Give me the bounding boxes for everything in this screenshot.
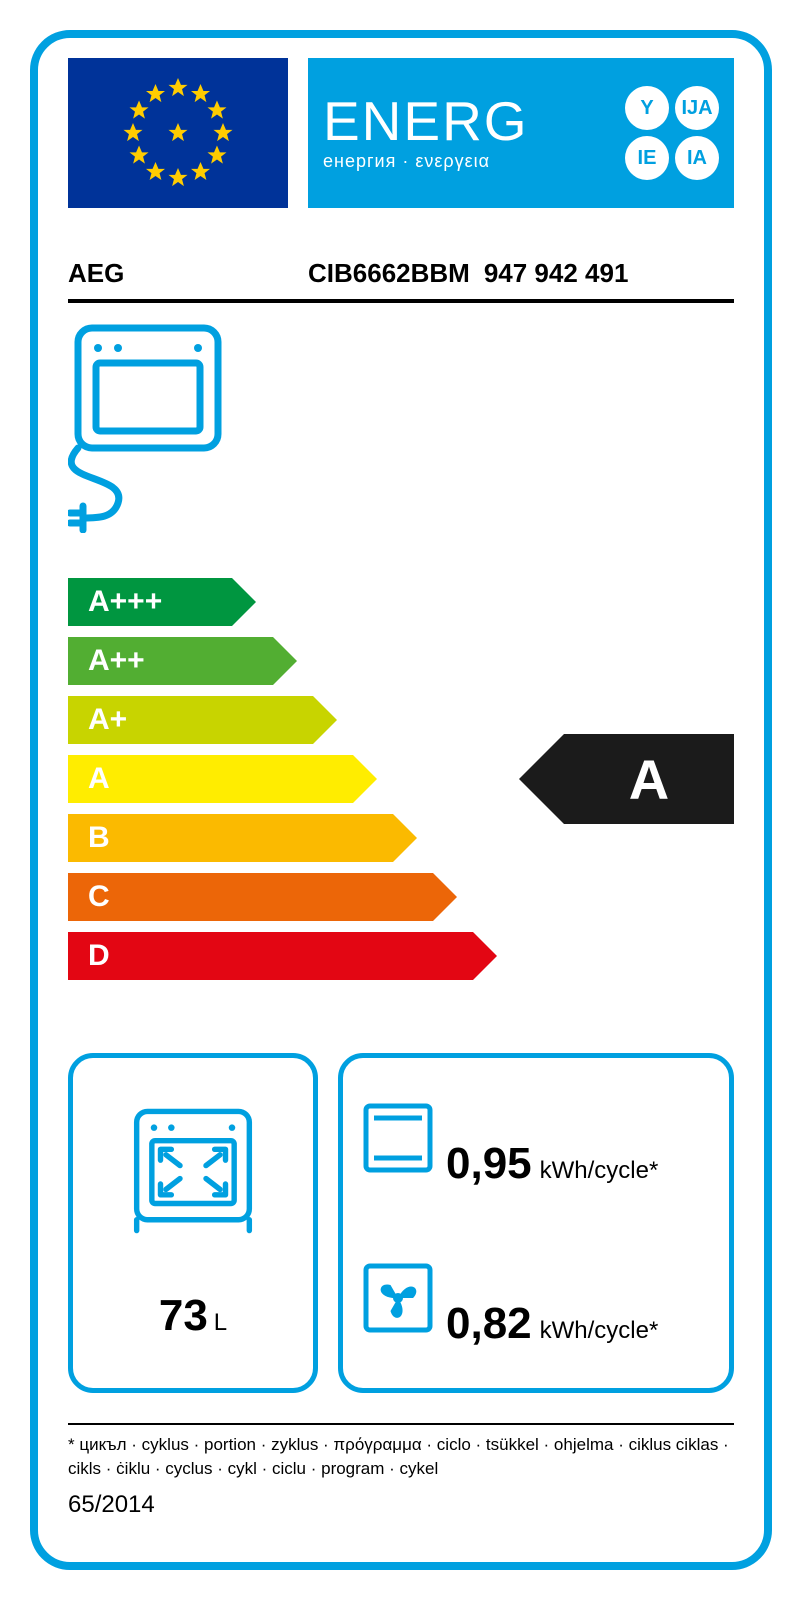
fan-heating-icon [358, 1258, 438, 1338]
conventional-heating-icon [358, 1098, 438, 1178]
eu-flag-icon [68, 58, 288, 208]
class-label: D [68, 932, 473, 980]
rating-arrow-tip [519, 734, 564, 824]
volume-unit: L [214, 1309, 227, 1337]
fan-unit: kWh/cycle* [540, 1317, 659, 1345]
energy-label: ENERG енергия · ενεργεια Y IJA IE IA AEG… [30, 30, 772, 1570]
class-arrow-D: D [68, 932, 497, 980]
class-label: A [68, 755, 353, 803]
volume-box: 73 L [68, 1053, 318, 1393]
rating-badge: A [519, 734, 734, 824]
arrow-tip-icon [353, 755, 377, 803]
arrow-tip-icon [273, 637, 297, 685]
class-label: B [68, 814, 393, 862]
arrow-tip-icon [473, 932, 497, 980]
suffix-circle: IJA [675, 86, 719, 130]
class-label: C [68, 873, 433, 921]
specs-row: 73 L 0,95 kWh/cycle* [68, 1053, 734, 1393]
rating-letter: A [564, 734, 734, 824]
energy-title: ENERG [323, 94, 615, 149]
arrow-tip-icon [433, 873, 457, 921]
class-arrow-B: B [68, 814, 417, 862]
suffix-circle: IA [675, 136, 719, 180]
arrow-tip-icon [232, 578, 256, 626]
oven-volume-icon [128, 1106, 258, 1236]
product-code: 947 942 491 [484, 258, 629, 289]
model-number: CIB6662BBM [308, 258, 470, 289]
conventional-unit: kWh/cycle* [540, 1157, 659, 1185]
consumption-box: 0,95 kWh/cycle* 0,82 kWh/cycle* [338, 1053, 734, 1393]
arrow-tip-icon [393, 814, 417, 862]
conventional-value: 0,95 [446, 1139, 532, 1189]
header: ENERG енергия · ενεργεια Y IJA IE IA [68, 58, 734, 208]
energy-subtitle: енергия · ενεργεια [323, 151, 615, 172]
arrow-tip-icon [313, 696, 337, 744]
class-arrow-Aplusplusplus: A+++ [68, 578, 256, 626]
product-info: AEG CIB6662BBM 947 942 491 [68, 258, 734, 303]
class-label: A+ [68, 696, 313, 744]
fan-value: 0,82 [446, 1299, 532, 1349]
class-arrow-A: A [68, 755, 377, 803]
language-suffix-circles: Y IJA IE IA [625, 86, 719, 180]
cycle-footnote: * цикъл · cyklus · portion · zyklus · πρ… [68, 1423, 734, 1481]
regulation-number: 65/2014 [68, 1491, 734, 1519]
suffix-circle: IE [625, 136, 669, 180]
class-arrow-Aplusplus: A++ [68, 637, 297, 685]
energy-banner: ENERG енергия · ενεργεια Y IJA IE IA [308, 58, 734, 208]
class-label: A+++ [68, 578, 232, 626]
class-arrow-Aplus: A+ [68, 696, 337, 744]
class-arrow-C: C [68, 873, 457, 921]
efficiency-scale: A A+++A++A+ABCD [68, 578, 734, 993]
class-label: A++ [68, 637, 273, 685]
volume-value: 73 [159, 1291, 208, 1341]
suffix-circle: Y [625, 86, 669, 130]
electric-oven-icon [68, 323, 248, 538]
brand-name: AEG [68, 258, 268, 289]
